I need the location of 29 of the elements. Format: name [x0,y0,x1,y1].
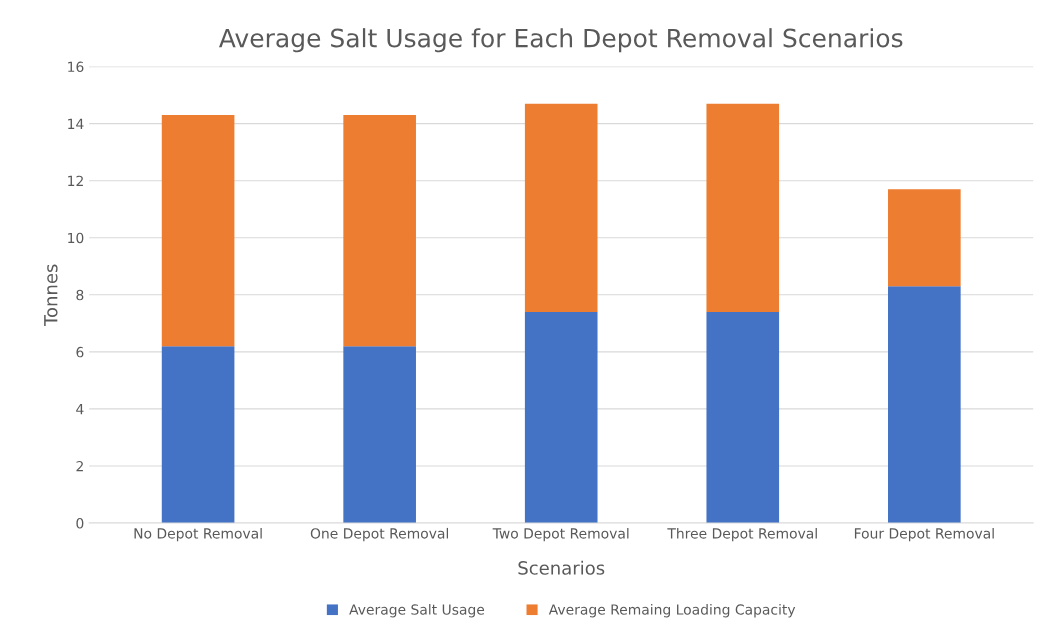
y-tick-label: 0 [76,518,84,529]
y-tick-label: 10 [68,232,84,244]
bar [706,103,780,312]
legend-label: Average Salt Usage [349,604,485,618]
y-tick-label: 14 [68,118,84,129]
legend-label: Average Remaing Loading Capacity [548,604,796,618]
y-tick-label: 6 [76,346,84,358]
bar [161,115,235,347]
x-tick-label: No Depot Removal [134,527,262,542]
x-tick-label: Three Depot Removal [667,527,817,542]
bar [888,286,961,524]
bar [888,189,961,287]
y-tick-label: 4 [76,404,84,415]
y-tick-label: 12 [68,175,83,186]
bar [706,311,780,524]
y-tick-label: 2 [76,460,83,472]
x-axis-title: Scenarios [518,560,605,575]
bar [161,346,235,524]
bar [343,115,416,347]
chart-title: Average Salt Usage for Each Depot Removal Scenarios [218,28,903,53]
bar [343,346,416,524]
x-tick-label: One Depot Removal [310,527,448,542]
x-tick-label: Four Depot Removal [854,527,994,542]
y-tick-label: 16 [68,61,84,73]
y-tick-label: 8 [76,289,84,301]
x-tick-label: Two Depot Removal [492,527,629,542]
bar [524,103,598,312]
bar [524,311,598,524]
y-axis-title: Tonnes [44,264,58,327]
